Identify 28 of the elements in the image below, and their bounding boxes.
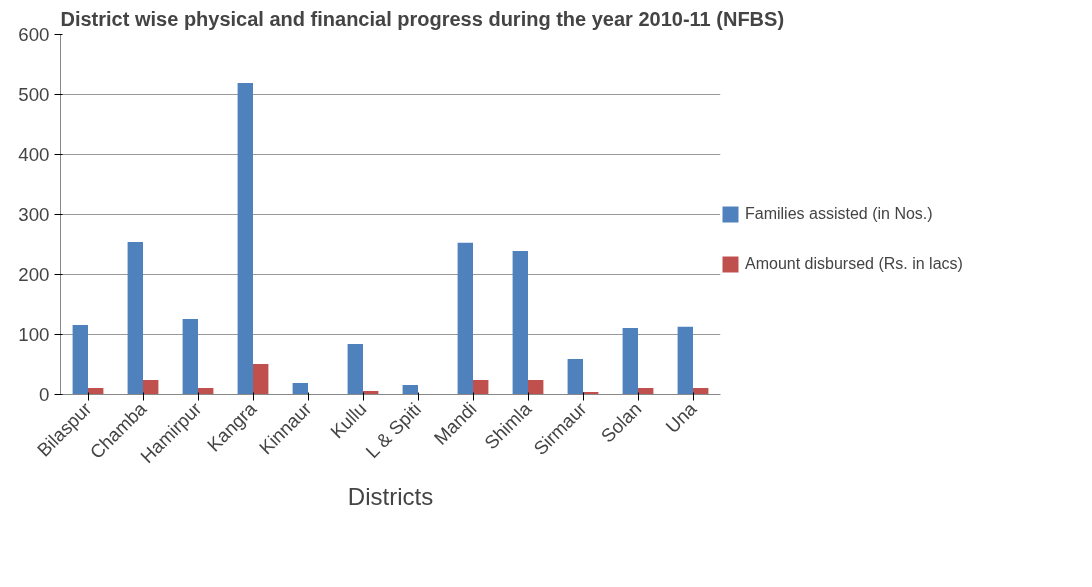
bar xyxy=(567,359,583,395)
y-tick-label: 200 xyxy=(18,264,50,285)
y-tick-label: 400 xyxy=(18,144,50,165)
bar xyxy=(457,242,473,395)
x-axis-title: Districts xyxy=(347,482,434,510)
chart-title: District wise physical and financial progress during the year 2010-11 (NFBS) xyxy=(60,7,785,30)
bar xyxy=(182,318,198,395)
bar xyxy=(143,380,159,395)
y-tick-label: 300 xyxy=(18,204,50,225)
y-tick-label: 500 xyxy=(18,84,50,105)
bar xyxy=(237,83,253,395)
bar xyxy=(512,251,528,395)
bar xyxy=(127,242,143,395)
legend-label: Amount disbursed (Rs. in lacs) xyxy=(745,255,963,273)
bar xyxy=(292,383,308,395)
y-tick-label: 0 xyxy=(39,384,50,405)
x-tick-label: Una xyxy=(661,397,701,438)
bar xyxy=(402,384,418,395)
bar xyxy=(622,327,638,395)
bar xyxy=(253,363,269,395)
bar xyxy=(528,380,544,395)
bar xyxy=(347,344,363,395)
y-tick-label: 100 xyxy=(18,324,50,345)
bar xyxy=(473,380,489,395)
y-tick-label: 600 xyxy=(18,24,50,45)
bar xyxy=(72,324,88,395)
bar xyxy=(677,326,693,395)
legend-label: Families assisted (in Nos.) xyxy=(745,205,933,223)
